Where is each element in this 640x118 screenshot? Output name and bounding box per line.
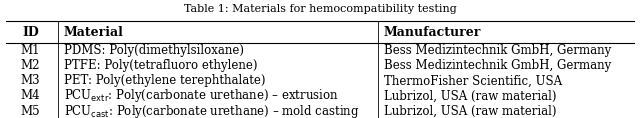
Text: PDMS: Poly(dimethylsiloxane): PDMS: Poly(dimethylsiloxane): [64, 44, 244, 57]
Text: Material: Material: [64, 26, 124, 39]
Text: PCU$_{\mathrm{cast}}$: Poly(carbonate urethane) – mold casting: PCU$_{\mathrm{cast}}$: Poly(carbonate ur…: [64, 103, 360, 118]
Text: PTFE: Poly(tetrafluoro ethylene): PTFE: Poly(tetrafluoro ethylene): [64, 59, 257, 72]
Text: Bess Medizintechnik GmbH, Germany: Bess Medizintechnik GmbH, Germany: [384, 44, 611, 57]
Text: M3: M3: [20, 74, 40, 87]
Text: Lubrizol, USA (raw material): Lubrizol, USA (raw material): [384, 105, 557, 118]
Text: Manufacturer: Manufacturer: [384, 26, 481, 39]
Text: M4: M4: [20, 89, 40, 102]
Text: M5: M5: [20, 105, 40, 118]
Text: PCU$_{\mathrm{extr}}$: Poly(carbonate urethane) – extrusion: PCU$_{\mathrm{extr}}$: Poly(carbonate ur…: [64, 87, 339, 104]
Text: Bess Medizintechnik GmbH, Germany: Bess Medizintechnik GmbH, Germany: [384, 59, 611, 72]
Text: ThermoFisher Scientific, USA: ThermoFisher Scientific, USA: [384, 74, 562, 87]
Text: Table 1: Materials for hemocompatibility testing: Table 1: Materials for hemocompatibility…: [184, 4, 456, 14]
Text: PET: Poly(ethylene terephthalate): PET: Poly(ethylene terephthalate): [64, 74, 266, 87]
Text: ID: ID: [22, 26, 39, 39]
Text: Lubrizol, USA (raw material): Lubrizol, USA (raw material): [384, 89, 557, 102]
Text: M1: M1: [20, 44, 40, 57]
Text: M2: M2: [20, 59, 40, 72]
